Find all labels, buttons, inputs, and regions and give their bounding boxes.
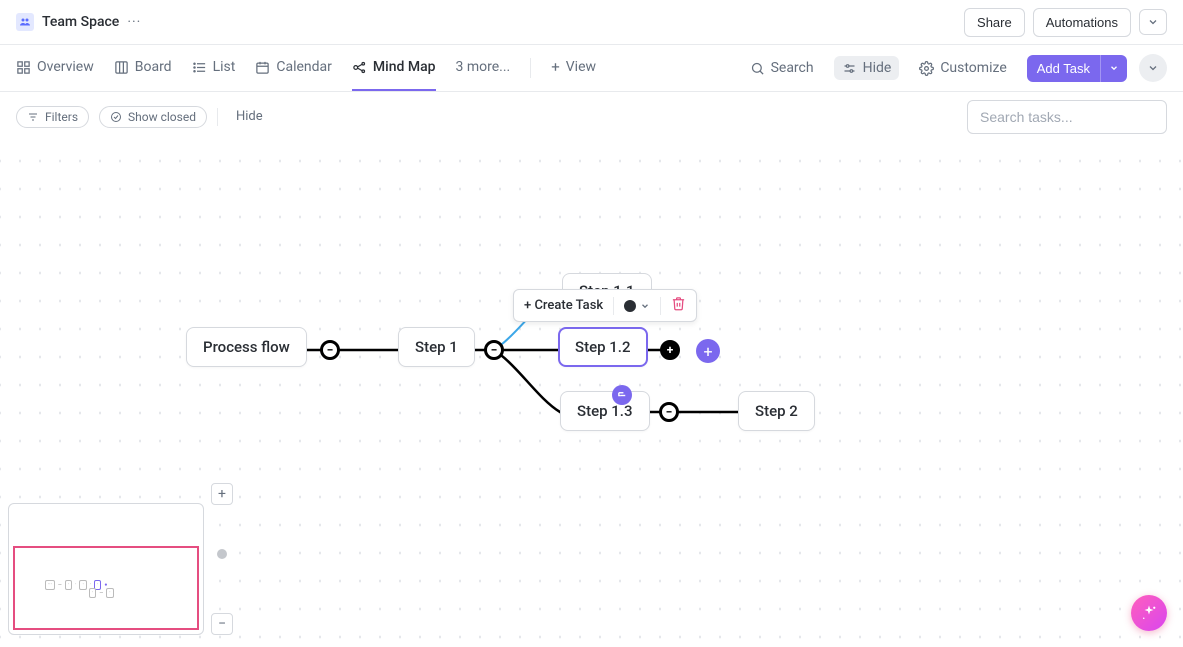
node-toolbar: + Create Task bbox=[513, 289, 697, 322]
tab-more-label: 3 more... bbox=[456, 59, 511, 75]
add-view-label: View bbox=[566, 59, 596, 75]
list-icon bbox=[192, 60, 207, 75]
tab-overview[interactable]: Overview bbox=[16, 45, 94, 91]
subbar: Filters Show closed Hide bbox=[0, 92, 1183, 141]
tab-calendar-label: Calendar bbox=[276, 59, 332, 75]
divider bbox=[613, 297, 614, 315]
header-more-icon[interactable]: ··· bbox=[127, 14, 141, 30]
tab-overview-label: Overview bbox=[37, 59, 94, 75]
color-picker-button[interactable] bbox=[624, 300, 650, 312]
tab-divider bbox=[530, 58, 531, 78]
tab-list[interactable]: List bbox=[192, 45, 236, 91]
zoom-out-button[interactable]: − bbox=[211, 613, 233, 635]
add-child-button[interactable]: + bbox=[696, 339, 720, 363]
tabs-left: Overview Board List Calendar Mind Map 3 … bbox=[16, 45, 596, 91]
add-task-button[interactable]: Add Task bbox=[1027, 55, 1100, 82]
mindmap-canvas[interactable]: Process flow Step 1 Step 1.1 Step 1.2 St… bbox=[0, 141, 1183, 647]
node-step12[interactable]: Step 1.2 bbox=[558, 327, 648, 367]
trash-icon bbox=[671, 296, 686, 311]
filter-icon bbox=[27, 111, 39, 123]
divider bbox=[660, 297, 661, 315]
node-root[interactable]: Process flow bbox=[186, 327, 307, 367]
node-label: Process flow bbox=[203, 338, 290, 356]
node-step13[interactable]: Step 1.3 bbox=[560, 391, 650, 431]
tab-more[interactable]: 3 more... bbox=[456, 45, 511, 91]
tab-board-label: Board bbox=[135, 59, 172, 75]
zoom-in-button[interactable]: + bbox=[211, 483, 233, 505]
chevron-down-icon bbox=[640, 301, 650, 311]
divider bbox=[217, 108, 218, 126]
collapse-joint[interactable]: − bbox=[484, 340, 504, 360]
node-step1[interactable]: Step 1 bbox=[398, 327, 475, 367]
add-task-group: Add Task bbox=[1027, 55, 1127, 82]
collapse-joint[interactable]: − bbox=[320, 340, 340, 360]
search-label: Search bbox=[771, 60, 814, 76]
hide-link[interactable]: Hide bbox=[236, 109, 263, 124]
node-label: Step 2 bbox=[755, 402, 798, 420]
ai-fab-button[interactable] bbox=[1131, 595, 1167, 631]
color-dot-icon bbox=[624, 300, 636, 312]
node-label: Step 1 bbox=[415, 338, 458, 356]
search-button[interactable]: Search bbox=[742, 56, 822, 80]
tab-mindmap-label: Mind Map bbox=[373, 59, 436, 75]
zoom-thumb[interactable] bbox=[217, 549, 227, 559]
sliders-icon bbox=[842, 61, 857, 76]
search-tasks-input[interactable] bbox=[967, 100, 1167, 134]
toolbar-more-button[interactable] bbox=[1139, 54, 1167, 82]
minimap-content2: ·—· bbox=[89, 588, 114, 598]
node-label: Step 1.2 bbox=[575, 338, 631, 356]
automations-button[interactable]: Automations bbox=[1033, 8, 1131, 37]
customize-label: Customize bbox=[940, 60, 1006, 76]
check-circle-icon bbox=[110, 111, 122, 123]
show-closed-button[interactable]: Show closed bbox=[99, 106, 207, 128]
tab-list-label: List bbox=[213, 59, 236, 75]
filters-button[interactable]: Filters bbox=[16, 106, 89, 128]
add-task-dropdown[interactable] bbox=[1100, 55, 1127, 82]
expand-joint[interactable]: + bbox=[660, 340, 680, 360]
plus-icon: + bbox=[551, 58, 560, 76]
node-step2[interactable]: Step 2 bbox=[738, 391, 815, 431]
zoom-slider[interactable] bbox=[220, 511, 224, 607]
header-right: Share Automations bbox=[964, 8, 1167, 37]
gear-icon bbox=[919, 61, 934, 76]
board-icon bbox=[114, 60, 129, 75]
add-view-button[interactable]: + View bbox=[551, 45, 596, 91]
minimap[interactable]: ···—·····● ·—· bbox=[8, 503, 204, 635]
tab-mindmap[interactable]: Mind Map bbox=[352, 45, 436, 91]
create-task-button[interactable]: + Create Task bbox=[524, 298, 603, 313]
show-closed-label: Show closed bbox=[128, 110, 196, 124]
subtask-icon bbox=[617, 390, 628, 401]
mindmap-icon bbox=[352, 60, 367, 75]
tabs-right: Search Hide Customize Add Task bbox=[742, 54, 1167, 82]
header: Team Space ··· Share Automations bbox=[0, 0, 1183, 45]
tab-board[interactable]: Board bbox=[114, 45, 172, 91]
subbar-left: Filters Show closed Hide bbox=[16, 106, 263, 128]
filters-label: Filters bbox=[45, 110, 78, 124]
chevron-down-icon bbox=[1109, 63, 1119, 73]
team-icon bbox=[16, 13, 34, 31]
page-title: Team Space bbox=[42, 14, 119, 30]
subtask-badge[interactable] bbox=[612, 385, 632, 405]
customize-button[interactable]: Customize bbox=[911, 56, 1014, 80]
search-icon bbox=[750, 61, 765, 76]
share-button[interactable]: Share bbox=[964, 8, 1025, 37]
header-dropdown-button[interactable] bbox=[1139, 9, 1167, 35]
chevron-down-icon bbox=[1147, 16, 1159, 28]
header-left: Team Space ··· bbox=[16, 13, 141, 31]
grid-icon bbox=[16, 60, 31, 75]
view-tabs: Overview Board List Calendar Mind Map 3 … bbox=[0, 45, 1183, 92]
zoom-control: + − bbox=[210, 483, 234, 635]
hide-label: Hide bbox=[863, 60, 892, 76]
sparkle-icon bbox=[1140, 604, 1158, 622]
collapse-joint[interactable]: − bbox=[659, 402, 679, 422]
delete-node-button[interactable] bbox=[671, 296, 686, 315]
chevron-down-icon bbox=[1147, 62, 1159, 74]
tab-calendar[interactable]: Calendar bbox=[255, 45, 332, 91]
hide-toggle-button[interactable]: Hide bbox=[834, 56, 900, 80]
calendar-icon bbox=[255, 60, 270, 75]
